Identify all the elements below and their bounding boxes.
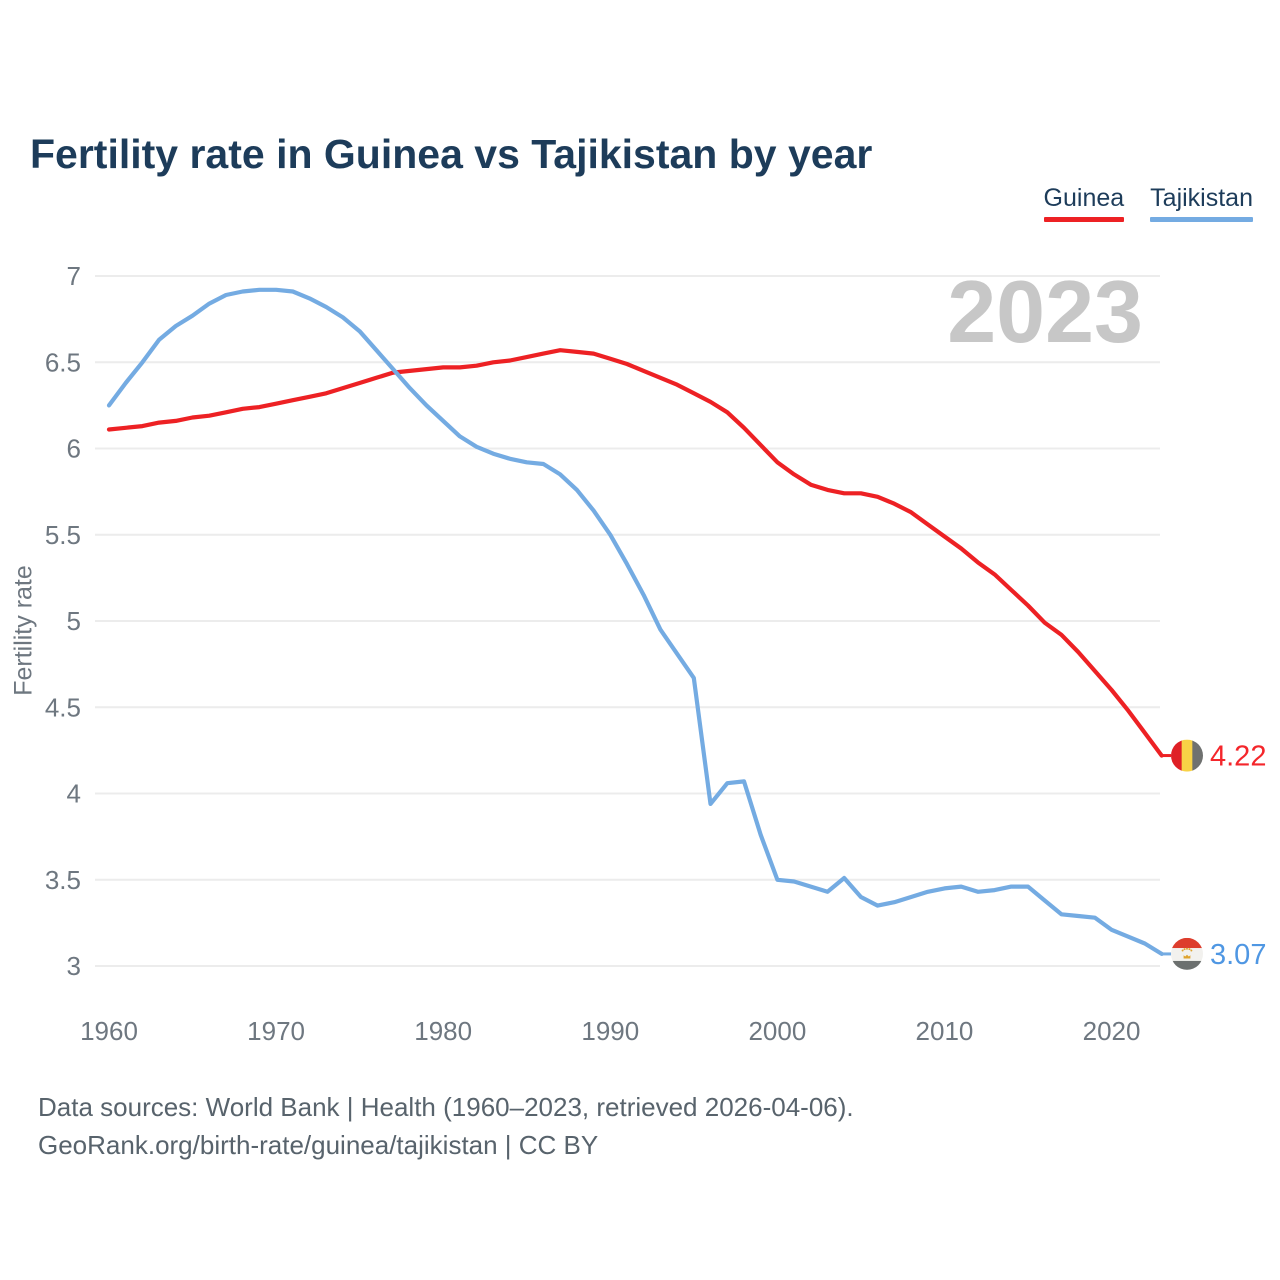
legend-item-guinea[interactable]: Guinea: [1043, 184, 1125, 222]
x-tick-label: 1960: [80, 1016, 138, 1046]
legend: Guinea Tajikistan: [1043, 184, 1253, 222]
source-line: Data sources: World Bank | Health (1960–…: [38, 1092, 854, 1122]
tajikistan-line[interactable]: [106, 287, 1164, 957]
y-tick-label: 4.5: [45, 692, 81, 722]
y-tick-label: 6: [67, 434, 81, 464]
legend-item-tajikistan[interactable]: Tajikistan: [1150, 184, 1253, 222]
legend-underline-guinea: [1043, 217, 1125, 222]
chart-title: Fertility rate in Guinea vs Tajikistan b…: [30, 131, 873, 178]
y-tick-label: 7: [67, 261, 81, 291]
x-tick-label: 1970: [247, 1016, 305, 1046]
legend-underline-tajikistan: [1150, 217, 1253, 222]
legend-label-tajikistan: Tajikistan: [1150, 184, 1253, 212]
guinea-line[interactable]: [106, 348, 1164, 758]
y-tick-label: 5.5: [45, 520, 81, 550]
y-tick-label: 4: [67, 779, 81, 809]
guinea-flag-icon: [1171, 739, 1203, 772]
x-tick-label: 1990: [581, 1016, 639, 1046]
x-tick-label: 2000: [748, 1016, 806, 1046]
y-tick-label: 3.5: [45, 865, 81, 895]
tajikistan-end-value: 3.07: [1210, 939, 1266, 971]
tajikistan-flag-icon: [1171, 937, 1203, 970]
year-watermark: 2023: [947, 262, 1143, 361]
x-tick-label: 2020: [1083, 1016, 1141, 1046]
source-footer: Data sources: World Bank | Health (1960–…: [38, 1088, 854, 1164]
x-tick-label: 2010: [916, 1016, 974, 1046]
y-tick-label: 6.5: [45, 347, 81, 377]
y-tick-label: 5: [67, 606, 81, 636]
guinea-end-value: 4.22: [1210, 741, 1266, 773]
x-tick-label: 1980: [414, 1016, 472, 1046]
attribution-line: GeoRank.org/birth-rate/guinea/tajikistan…: [38, 1130, 599, 1160]
y-tick-label: 3: [67, 951, 81, 981]
legend-label-guinea: Guinea: [1043, 184, 1125, 212]
